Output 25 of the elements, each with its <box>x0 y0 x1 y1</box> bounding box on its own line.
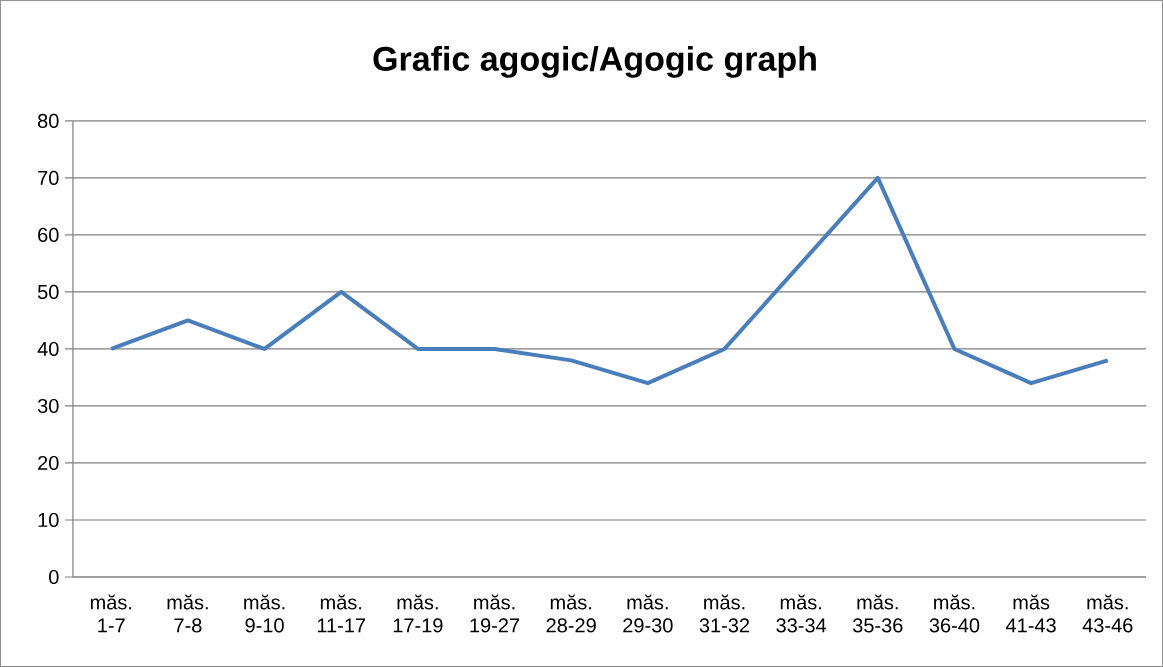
x-tick-label: măs. 19-27 <box>470 594 520 633</box>
x-tick-label: măs. 36-40 <box>929 594 980 633</box>
y-tick-label: 40 <box>37 341 59 357</box>
chart-title: Grafic agogic/Agogic graph <box>373 46 816 78</box>
y-tick-label: 70 <box>38 170 59 186</box>
y-tick-label: 0 <box>49 569 59 585</box>
y-tick-label: 50 <box>37 284 59 300</box>
x-tick-label: măs. 7-8 <box>167 594 208 633</box>
x-tick-label: măs. 1-7 <box>90 594 132 633</box>
x-tick-label: măs. 17-19 <box>393 594 443 633</box>
y-tick-label: 60 <box>38 227 59 243</box>
y-tick-label: 10 <box>38 512 59 528</box>
x-tick-label: măs. 28-29 <box>546 594 596 633</box>
line-series <box>109 175 1110 386</box>
y-tick-label: 80 <box>38 113 59 129</box>
y-tick-label: 30 <box>37 398 59 414</box>
x-tick-label: măs. 29-30 <box>623 594 673 633</box>
x-tick-label: măs. 33-34 <box>776 594 827 633</box>
x-tick-label: măs 41-43 <box>1005 594 1056 633</box>
x-tick-label: măs. 35-36 <box>852 594 903 633</box>
x-tick-label: măs. 31-32 <box>699 594 750 633</box>
x-tick-label: măs. 11-17 <box>317 594 366 633</box>
y-tick-label: 20 <box>38 455 59 471</box>
x-tick-label: măs. 43-46 <box>1082 594 1133 633</box>
x-tick-label: măs. 9-10 <box>244 594 285 633</box>
